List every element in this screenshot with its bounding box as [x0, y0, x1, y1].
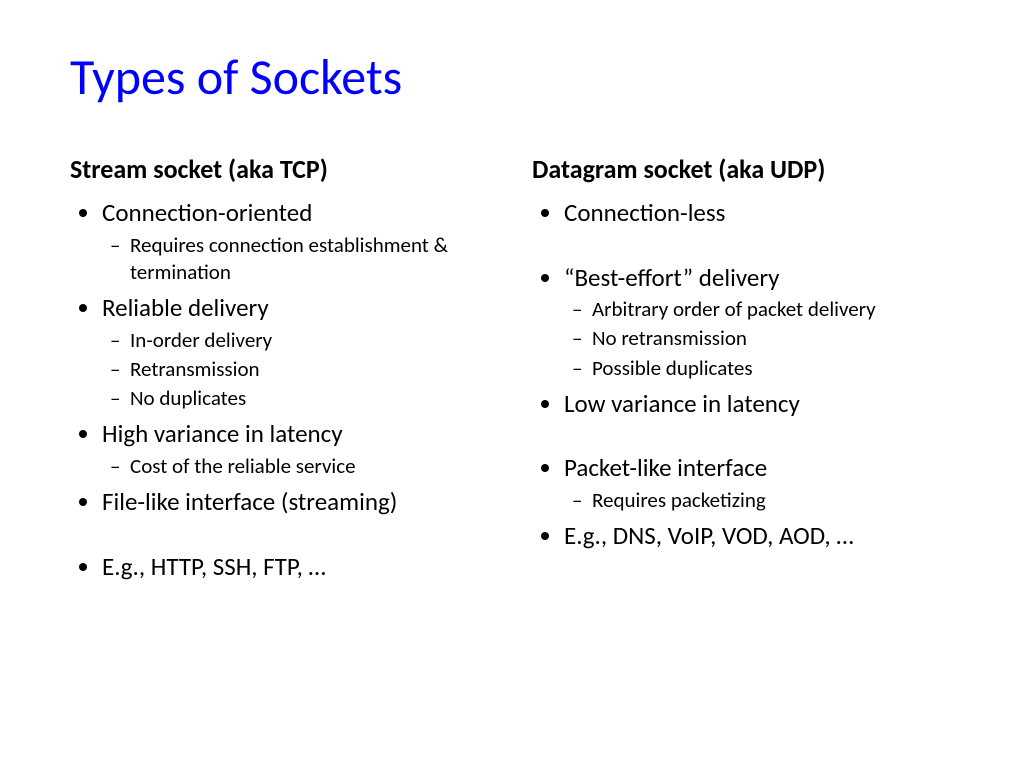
left-item: High variance in latency Cost of the reli… [102, 418, 492, 480]
right-heading: Datagram socket (aka UDP) [532, 153, 954, 185]
right-list: Connection-less“Best-effort” deliveryArb… [532, 197, 954, 553]
left-item: E.g., HTTP, SSH, FTP, … [102, 551, 492, 584]
right-item-text: E.g., DNS, VoIP, VOD, AOD, … [564, 520, 854, 551]
right-item-text: Connection-less [564, 197, 725, 228]
left-item-text: High variance in latency [102, 418, 343, 449]
right-subitem: No retransmission [592, 325, 954, 352]
slide: Types of Sockets Stream socket (aka TCP)… [0, 0, 1024, 768]
right-item-text: “Best-effort” delivery [564, 262, 779, 293]
right-subitem: Requires packetizing [592, 487, 954, 514]
left-item-text: E.g., HTTP, SSH, FTP, … [102, 551, 326, 582]
right-subitem: Possible duplicates [592, 355, 954, 382]
left-subitem: Retransmission [130, 356, 492, 383]
left-item-text: Reliable delivery [102, 292, 269, 323]
right-column: Datagram socket (aka UDP) Connection-les… [532, 153, 954, 589]
left-item: Reliable delivery In-order deliveryRetran… [102, 292, 492, 412]
left-subitem: Requires connection establishment & term… [130, 232, 492, 287]
right-sublist: Arbitrary order of packet deliveryNo ret… [564, 296, 954, 382]
right-item: Connection-less [564, 197, 954, 230]
right-item-text: Packet-like interface [564, 452, 767, 483]
left-item-text: Connection-oriented [102, 197, 312, 228]
left-heading: Stream socket (aka TCP) [70, 153, 492, 185]
left-item: File-like interface (streaming) [102, 486, 492, 519]
content-columns: Stream socket (aka TCP) Connection-orien… [70, 153, 954, 589]
left-subitem: No duplicates [130, 385, 492, 412]
left-sublist: Requires connection establishment & term… [102, 232, 492, 287]
right-spacer [564, 426, 954, 452]
left-subitem: Cost of the reliable service [130, 453, 492, 480]
left-item-text: File-like interface (streaming) [102, 486, 397, 517]
right-sublist: Requires packetizing [564, 487, 954, 514]
left-sublist: In-order deliveryRetransmissionNo duplic… [102, 327, 492, 413]
right-item: Low variance in latency [564, 388, 954, 421]
left-subitem: In-order delivery [130, 327, 492, 354]
left-spacer [102, 525, 492, 551]
slide-title: Types of Sockets [70, 50, 954, 105]
right-item: Packet-like interface Requires packetizin… [564, 452, 954, 514]
right-subitem: Arbitrary order of packet delivery [592, 296, 954, 323]
left-list: Connection-oriented Requires connection e… [70, 197, 492, 583]
left-item: Connection-oriented Requires connection e… [102, 197, 492, 286]
left-sublist: Cost of the reliable service [102, 453, 492, 480]
right-spacer [564, 236, 954, 262]
right-item-text: Low variance in latency [564, 388, 800, 419]
right-item: “Best-effort” deliveryArbitrary order of… [564, 262, 954, 382]
left-column: Stream socket (aka TCP) Connection-orien… [70, 153, 492, 589]
right-item: E.g., DNS, VoIP, VOD, AOD, … [564, 520, 954, 553]
